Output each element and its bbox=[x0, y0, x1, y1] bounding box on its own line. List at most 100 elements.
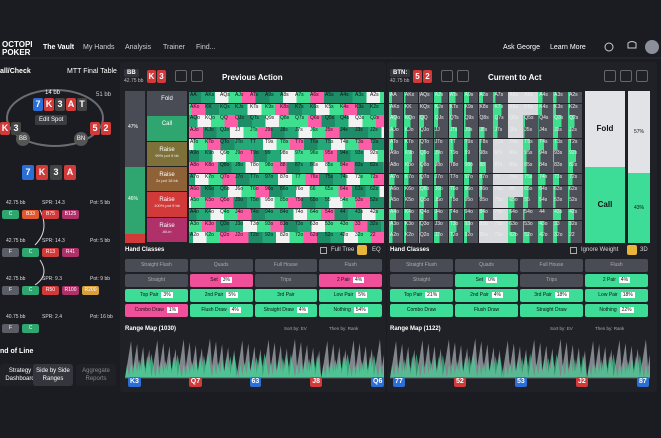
hand-cell[interactable]: J6o bbox=[433, 185, 449, 197]
hand-cell[interactable]: K2s bbox=[568, 103, 583, 115]
hand-cell[interactable]: 82s bbox=[369, 162, 384, 174]
hand-class[interactable]: Trips bbox=[520, 274, 583, 287]
hand-cell[interactable]: 93s bbox=[354, 150, 369, 162]
hand-cell[interactable]: K2o bbox=[204, 232, 219, 244]
hand-cell[interactable]: 42o bbox=[538, 232, 553, 244]
hand-cell[interactable]: J3s bbox=[553, 127, 568, 139]
hand-cell[interactable]: A8o bbox=[189, 162, 204, 174]
side-button[interactable]: Side by Side Ranges bbox=[33, 364, 73, 386]
hand-cell[interactable]: K4o bbox=[403, 208, 419, 221]
hand-cell[interactable]: Q7s bbox=[294, 115, 309, 127]
hand-cell[interactable]: QJo bbox=[219, 127, 234, 139]
hand-cell[interactable]: KJs bbox=[433, 103, 449, 115]
hand-cell[interactable]: J8s bbox=[279, 127, 294, 139]
hand-cell[interactable]: AKs bbox=[204, 92, 219, 104]
hand-cell[interactable]: 94s bbox=[538, 150, 553, 162]
hand-cell[interactable]: J2s bbox=[568, 127, 583, 139]
hand-cell[interactable]: 92o bbox=[463, 232, 479, 244]
tree-action[interactable]: R13 bbox=[42, 248, 59, 257]
hand-cell[interactable]: 54o bbox=[523, 208, 538, 221]
hand-cell[interactable]: J5o bbox=[433, 197, 449, 209]
hand-cell[interactable]: K8o bbox=[204, 162, 219, 174]
hand-class[interactable]: 2 Pair 4% bbox=[585, 274, 648, 287]
range-hand[interactable]: J8 bbox=[310, 377, 323, 387]
action[interactable]: Fold bbox=[585, 91, 625, 167]
range-hand[interactable]: K3 bbox=[128, 377, 141, 387]
hand-cell[interactable]: J8o bbox=[433, 162, 449, 174]
hand-cell[interactable]: J7o bbox=[433, 173, 449, 186]
hand-cell[interactable]: 64s bbox=[339, 185, 354, 197]
hand-cell[interactable]: J5o bbox=[234, 197, 249, 209]
hand-cell[interactable]: K7o bbox=[204, 173, 219, 186]
hand-cell[interactable]: QTs bbox=[249, 115, 264, 127]
hand-cell[interactable]: 54o bbox=[324, 208, 339, 221]
hand-cell[interactable]: T2o bbox=[249, 232, 264, 244]
hand-cell[interactable]: Q5o bbox=[418, 197, 434, 209]
hand-cell[interactable]: 95s bbox=[324, 150, 339, 162]
hand-cell[interactable]: 64s bbox=[538, 185, 553, 197]
hand-cell[interactable]: Q2s bbox=[568, 115, 583, 127]
hand-cell[interactable]: Q5o bbox=[219, 197, 234, 209]
refresh-button[interactable] bbox=[457, 70, 469, 82]
hand-cell[interactable]: A9s bbox=[264, 92, 279, 104]
hand-cell[interactable]: J9s bbox=[463, 127, 479, 139]
hand-cell[interactable]: A2s bbox=[369, 92, 384, 104]
hand-cell[interactable]: JJ bbox=[234, 127, 249, 139]
hand-cell[interactable]: AKo bbox=[389, 103, 404, 115]
hand-cell[interactable]: 97s bbox=[493, 150, 508, 162]
hand-cell[interactable]: T5o bbox=[448, 197, 464, 209]
hand-cell[interactable]: T7o bbox=[448, 173, 464, 186]
action[interactable]: Raise 99% pot 9 bb bbox=[147, 141, 187, 167]
hand-class[interactable]: Set 3% bbox=[189, 274, 253, 287]
hand-cell[interactable]: Q9o bbox=[418, 150, 434, 162]
hand-cell[interactable]: J8o bbox=[234, 162, 249, 174]
hand-cell[interactable]: KJs bbox=[234, 103, 249, 115]
hand-cell[interactable]: 76s bbox=[309, 173, 324, 186]
hand-cell[interactable]: K8o bbox=[403, 162, 419, 174]
hand-cell[interactable]: 93o bbox=[463, 220, 479, 232]
hand-cell[interactable]: AKo bbox=[189, 103, 204, 115]
hand-cell[interactable]: 52o bbox=[324, 232, 339, 244]
hand-cell[interactable]: K4o bbox=[204, 208, 219, 221]
action[interactable]: Call bbox=[585, 167, 625, 243]
hand-cell[interactable]: Q3o bbox=[219, 220, 234, 232]
hand-cell[interactable]: 98o bbox=[463, 162, 479, 174]
hand-cell[interactable]: JTs bbox=[249, 127, 264, 139]
hand-cell[interactable]: J4s bbox=[339, 127, 354, 139]
hand-cell[interactable]: 74o bbox=[493, 208, 508, 221]
hand-class[interactable]: Straight Draw 4% bbox=[254, 304, 318, 317]
nav-item[interactable]: My Hands bbox=[83, 44, 115, 51]
hand-cell[interactable]: AJo bbox=[389, 127, 404, 139]
hand-cell[interactable]: 72o bbox=[493, 232, 508, 244]
hand-cell[interactable]: 32o bbox=[553, 232, 568, 244]
hand-cell[interactable]: 96s bbox=[309, 150, 324, 162]
hand-cell[interactable]: 22 bbox=[568, 232, 583, 244]
hand-cell[interactable]: 43o bbox=[339, 220, 354, 232]
nav-item[interactable]: Trainer bbox=[163, 44, 185, 51]
hand-cell[interactable]: A5s bbox=[523, 92, 538, 104]
hand-cell[interactable]: 94o bbox=[264, 208, 279, 221]
nav-item[interactable]: The Vault bbox=[43, 44, 75, 51]
range-hand[interactable]: 77 bbox=[393, 377, 405, 387]
hand-cell[interactable]: K7s bbox=[493, 103, 508, 115]
hand-cell[interactable]: 92s bbox=[568, 150, 583, 162]
hand-cell[interactable]: 99 bbox=[463, 150, 479, 162]
hand-cell[interactable]: Q9o bbox=[219, 150, 234, 162]
hand-cell[interactable]: 65o bbox=[508, 197, 523, 209]
nav-link[interactable]: Ask George bbox=[503, 44, 540, 51]
hand-cell[interactable]: A5o bbox=[189, 197, 204, 209]
hand-cell[interactable]: T7s bbox=[493, 138, 508, 150]
hand-cell[interactable]: T4s bbox=[339, 138, 354, 150]
hand-cell[interactable]: JTo bbox=[234, 138, 249, 150]
hand-cell[interactable]: A7o bbox=[389, 173, 404, 186]
hand-cell[interactable]: 64o bbox=[309, 208, 324, 221]
hand-cell[interactable]: 98s bbox=[478, 150, 493, 162]
tree-action[interactable]: C bbox=[22, 248, 39, 257]
hand-cell[interactable]: A5s bbox=[324, 92, 339, 104]
hand-class[interactable]: Straight Flush bbox=[390, 259, 453, 272]
hand-cell[interactable]: 52s bbox=[568, 197, 583, 209]
hand-cell[interactable]: Q8o bbox=[219, 162, 234, 174]
hand-cell[interactable]: 87s bbox=[294, 162, 309, 174]
hand-cell[interactable]: KQs bbox=[219, 103, 234, 115]
hand-cell[interactable]: 44 bbox=[538, 208, 553, 221]
